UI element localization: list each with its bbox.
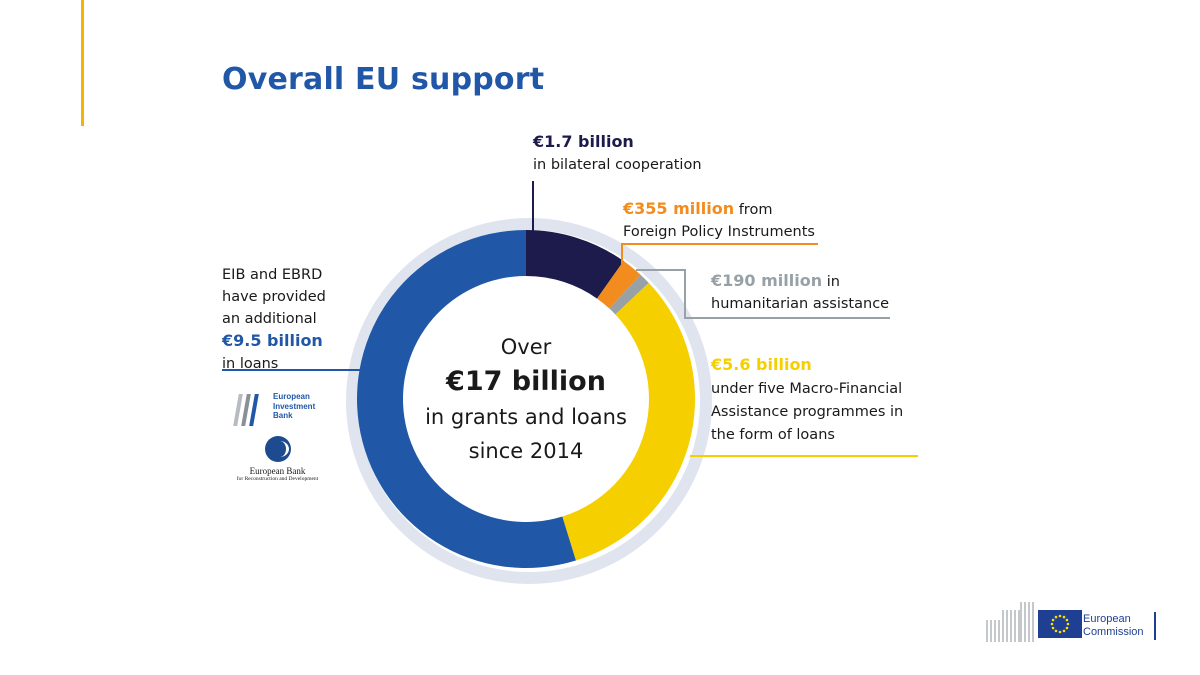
center-amount: €17 billion [446, 366, 606, 397]
eib-logo-line-2: Investment [273, 401, 316, 411]
eu-star-icon [1065, 618, 1069, 622]
ebrd-logo-name: European Bank [249, 466, 306, 476]
eu-star-icon [1051, 618, 1055, 622]
donut-center-label: Over €17 billion in grants and loans sin… [376, 330, 676, 468]
fpi-text-1: from [734, 202, 773, 218]
mfa-line-1: under five Macro-Financial [711, 381, 903, 397]
eu-star-icon [1054, 629, 1058, 633]
mfa-line-3: the form of loans [711, 427, 835, 443]
humanitarian-text-1: in [822, 274, 840, 290]
mfa-line-2: Assistance programmes in [711, 404, 904, 420]
eu-star-icon [1050, 622, 1054, 626]
eu-star-icon [1062, 615, 1066, 619]
humanitarian-value: €190 million [711, 271, 823, 290]
eib-line-4: in loans [222, 356, 279, 372]
ebrd-logo-sub: for Reconstruction and Development [236, 476, 319, 482]
annotation-bilateral: €1.7 billion in bilateral cooperation [533, 131, 702, 176]
eib-line-1: EIB and EBRD [222, 267, 323, 283]
eu-star-icon [1054, 615, 1058, 619]
bilateral-text: in bilateral cooperation [533, 157, 702, 173]
annotation-humanitarian: €190 million in humanitarian assistance [711, 270, 889, 315]
annotation-mfa: €5.6 billion under five Macro-Financial … [711, 353, 903, 447]
ec-logo-divider [1154, 612, 1156, 640]
bilateral-value: €1.7 billion [533, 132, 634, 151]
eib-logo-line-1: European [273, 392, 310, 401]
eu-star-icon [1058, 614, 1062, 618]
accent-bar [81, 0, 84, 126]
european-commission-logo: European Commission [986, 594, 1161, 644]
donut-slice-2 [609, 274, 649, 315]
eu-star-icon [1066, 622, 1070, 626]
berlaymont-building-icon [986, 602, 1036, 642]
eu-star-icon [1058, 630, 1062, 634]
mfa-value: €5.6 billion [711, 355, 812, 374]
center-line-3: in grants and loans [425, 405, 627, 429]
ec-logo-text: European Commission [1083, 613, 1144, 639]
eib-logo-text: European Investment Bank [273, 392, 315, 421]
eu-flag-icon [1038, 610, 1082, 638]
eu-star-icon [1051, 626, 1055, 630]
eib-line-3: an additional [222, 311, 317, 327]
donut-halo [346, 218, 712, 584]
leader-humanitarian [636, 269, 890, 319]
eu-star-icon [1065, 626, 1069, 630]
fpi-text-2: Foreign Policy Instruments [623, 224, 815, 240]
leader-fpi [621, 243, 818, 264]
eu-star-icon [1062, 629, 1066, 633]
ebrd-logo: European Bank for Reconstruction and Dev… [225, 436, 330, 490]
eib-stripe-icon [249, 394, 259, 426]
annotation-fpi: €355 million from Foreign Policy Instrum… [623, 198, 815, 243]
annotation-eib-ebrd: EIB and EBRD have provided an additional… [222, 264, 326, 375]
eib-logo: European Investment Bank [233, 392, 336, 428]
donut-slice-3 [562, 282, 695, 561]
eib-logo-line-3: Bank [273, 411, 293, 420]
donut-slice-1 [597, 261, 641, 309]
center-line-4: since 2014 [468, 439, 584, 463]
ec-logo-line-1: European [1083, 613, 1131, 625]
fpi-value: €355 million [623, 199, 735, 218]
center-line-1: Over [500, 335, 552, 359]
humanitarian-text-2: humanitarian assistance [711, 296, 890, 312]
eib-value: €9.5 billion [222, 331, 323, 350]
donut-slice-4 [357, 230, 576, 568]
ec-logo-line-2: Commission [1083, 626, 1144, 638]
donut-slice-0 [526, 230, 624, 299]
page-title: Overall EU support [222, 62, 545, 97]
eib-line-2: have provided [222, 289, 326, 305]
ebrd-emblem-icon [264, 436, 291, 462]
